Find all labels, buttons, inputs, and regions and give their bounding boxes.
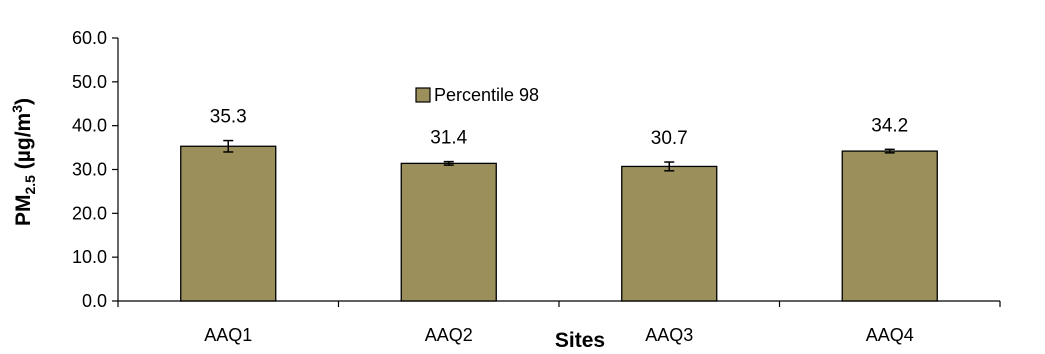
x-tick-label: AAQ3	[645, 325, 693, 345]
data-label: 30.7	[651, 128, 688, 149]
bar	[621, 165, 718, 302]
legend: Percentile 98	[415, 85, 539, 105]
x-tick-label: AAQ2	[425, 325, 473, 345]
y-tick-label: 20.0	[72, 203, 107, 223]
legend-swatch	[415, 87, 431, 103]
bars: 35.3 AAQ1 31.4 AAQ2 30.7 AAQ3 34.2 AAQ4	[180, 107, 938, 345]
x-axis	[117, 300, 1001, 307]
bar	[841, 150, 938, 302]
y-axis-title-main: PM	[12, 195, 35, 227]
legend-label: Percentile 98	[434, 85, 539, 105]
y-axis-title: PM2.5 (µg/m3)	[9, 98, 38, 226]
x-tick-label: AAQ1	[204, 325, 252, 345]
y-tick-label: 60.0	[72, 28, 107, 48]
bar	[400, 162, 497, 302]
data-label: 34.2	[871, 115, 908, 136]
x-tick-label: AAQ4	[866, 325, 914, 345]
x-axis-title: Sites	[555, 329, 605, 352]
bar	[180, 145, 277, 302]
y-axis-title-subscript: 2.5	[22, 175, 38, 195]
data-label: 35.3	[210, 107, 247, 128]
y-axis: 0.0 10.0 20.0 30.0 40.0 50.0 60.0	[72, 28, 119, 311]
y-tick-label: 30.0	[72, 160, 107, 180]
y-tick-label: 0.0	[82, 291, 107, 311]
y-tick-label: 50.0	[72, 72, 107, 92]
y-axis-title-unit: (µg/m	[12, 113, 35, 175]
y-axis-title-superscript: 3	[9, 105, 25, 113]
y-tick-label: 40.0	[72, 116, 107, 136]
y-tick-label: 10.0	[72, 247, 107, 267]
data-label: 31.4	[430, 128, 467, 149]
y-axis-title-close: )	[12, 98, 35, 105]
